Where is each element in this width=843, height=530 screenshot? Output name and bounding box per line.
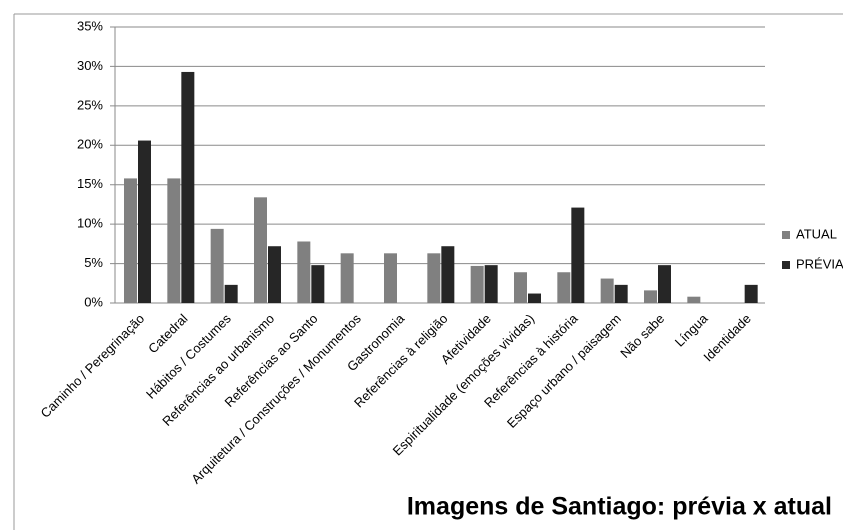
y-tick-label: 5% (84, 255, 103, 270)
bar (614, 284, 628, 303)
legend-swatch (782, 261, 790, 269)
bar (687, 296, 701, 303)
bar (557, 272, 571, 303)
legend-label: ATUAL (796, 226, 837, 241)
y-tick-label: 30% (77, 58, 103, 73)
bar (528, 293, 541, 303)
bar (210, 228, 224, 303)
y-tick-label: 25% (77, 97, 103, 112)
bar (167, 178, 181, 303)
bar (600, 278, 614, 303)
bar (644, 290, 657, 303)
bar (427, 253, 441, 303)
legend-label: PRÉVIA (796, 256, 843, 271)
bar (384, 253, 397, 303)
chart-title: Imagens de Santiago: prévia x atual (407, 493, 832, 521)
y-tick-label: 35% (77, 18, 103, 33)
bar (254, 197, 267, 303)
y-tick-label: 15% (77, 176, 103, 191)
x-tick-label: Identidade (700, 311, 754, 365)
x-tick-label: Não sabe (617, 311, 667, 361)
y-tick-label: 20% (77, 137, 103, 152)
bar (181, 71, 195, 303)
bar (340, 253, 354, 303)
bar (124, 178, 137, 303)
x-tick-label: Caminho / Peregrinação (37, 311, 147, 421)
bar (224, 284, 238, 303)
legend-swatch (782, 231, 790, 239)
bar (571, 207, 585, 303)
bar (441, 246, 455, 303)
x-tick-label: Língua (672, 310, 711, 349)
bar (268, 246, 281, 303)
bar (311, 265, 325, 303)
y-tick-label: 0% (84, 294, 103, 309)
y-tick-label: 10% (77, 216, 103, 231)
bar (658, 265, 671, 303)
bar (514, 272, 527, 303)
bar (744, 284, 758, 303)
bar (138, 140, 151, 303)
bar (484, 265, 498, 303)
bar (470, 265, 484, 303)
bar (297, 241, 311, 303)
